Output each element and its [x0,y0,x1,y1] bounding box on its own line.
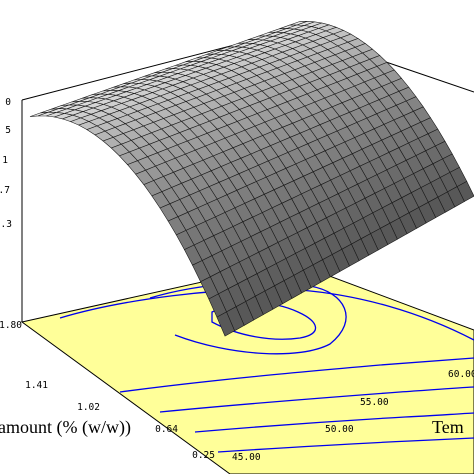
x-tick-label: 1.02 [77,402,100,413]
response-surface [29,20,474,337]
y-tick-label: 60.00 [448,369,474,380]
z-tick-label: 5 [5,125,11,136]
z-tick-label: 1 [2,155,8,166]
contour-line [159,386,474,413]
z-tick-label: .7 [0,185,10,196]
x-tick-label: 0.64 [155,424,178,435]
y-axis-label: Tem [432,417,464,437]
surface-facet [216,311,235,337]
y-tick-label: 55.00 [360,397,389,408]
contour-line [194,412,474,433]
contour-line [217,437,474,453]
x-tick-label: 0.25 [192,450,215,461]
tick-labels: 0.25 0.64 1.02 1.41 1.80 45.00 50.00 55.00 60.00… [0,97,474,463]
x-tick-label: 1.80 [0,320,22,331]
x-tick-label: 1.41 [25,380,48,391]
contour-line [119,357,474,393]
x-axis-label: amount (% (w/w)) [0,417,131,438]
z-tick-label: 0 [5,97,11,108]
z-tick-label: .3 [1,219,12,230]
y-tick-label: 45.00 [232,452,261,463]
y-tick-label: 50.00 [325,424,354,435]
